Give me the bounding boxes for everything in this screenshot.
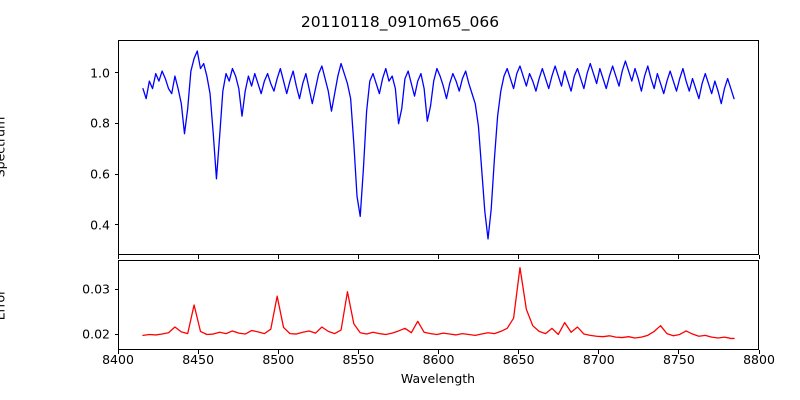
y-tick-mark (114, 333, 118, 335)
x-axis-label: Wavelength (400, 371, 476, 386)
x-tick-label: 8450 (182, 352, 215, 367)
x-tick-mark (277, 350, 279, 354)
y-tick-label: 0.4 (90, 217, 110, 233)
y-axis-label-spectrum: Spectrum (0, 116, 8, 178)
y-tick-mark (114, 224, 118, 226)
x-tick-mark (438, 255, 440, 259)
x-tick-label: 8550 (342, 352, 375, 367)
y-tick-mark (114, 173, 118, 175)
spectrum-line-series (119, 41, 758, 254)
x-tick-mark (678, 255, 680, 259)
y-tick-label: 0.6 (90, 166, 110, 182)
y-axis-label-error: Error (0, 289, 8, 321)
x-tick-mark (197, 255, 199, 259)
x-tick-mark (117, 350, 119, 354)
x-tick-mark (598, 255, 600, 259)
x-tick-label: 8800 (743, 352, 775, 367)
x-tick-label: 8750 (662, 352, 695, 367)
y-tick-label: 0.03 (82, 281, 110, 297)
y-tick-label: 0.8 (90, 115, 110, 131)
y-tick-label: 1.0 (90, 65, 110, 81)
x-tick-label: 8650 (502, 352, 535, 367)
x-tick-mark (598, 350, 600, 354)
x-tick-mark (518, 350, 520, 354)
x-tick-mark (277, 255, 279, 259)
x-tick-label: 8400 (102, 352, 134, 367)
x-tick-mark (117, 255, 119, 259)
x-tick-mark (758, 255, 760, 259)
error-line-series (119, 261, 758, 349)
x-tick-mark (758, 350, 760, 354)
chart-title: 20110118_0910m65_066 (300, 13, 500, 31)
y-tick-mark (114, 72, 118, 74)
x-tick-label: 8500 (262, 352, 295, 367)
y-tick-label: 0.02 (82, 326, 110, 342)
y-tick-mark (114, 122, 118, 125)
x-tick-mark (438, 350, 440, 354)
x-tick-label: 8700 (582, 352, 615, 367)
x-tick-mark (357, 350, 359, 354)
x-tick-mark (357, 255, 359, 259)
spectrum-plot-area (118, 40, 759, 255)
x-tick-mark (197, 350, 199, 354)
error-plot-area (118, 260, 759, 350)
x-tick-mark (518, 255, 520, 259)
x-tick-label: 8600 (422, 352, 455, 367)
x-tick-mark (678, 350, 680, 354)
y-tick-mark (114, 288, 118, 290)
